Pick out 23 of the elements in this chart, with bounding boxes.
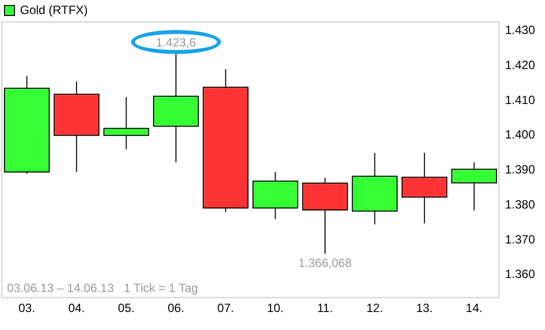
annotation: 1.366,068 [298,256,352,270]
legend-label: Gold (RTFX) [20,3,88,17]
y-tick-label: 1.380 [504,197,536,212]
y-tick-label: 1.390 [504,162,536,177]
y-tick-label: 1.370 [504,232,536,246]
x-tick-label: 12. [366,301,384,316]
x-tick-label: 13. [416,301,433,316]
annotation: 03.06.13 – 14.06.13 1 Tick = 1 Tag [7,280,198,295]
x-tick-label: 06. [168,301,184,316]
x-tick-label: 11. [317,301,333,316]
candlestick [103,96,150,150]
x-tick-label: 04. [68,301,85,316]
y-tick-label: 1.360 [504,267,536,282]
x-tick-label: 07. [217,301,234,316]
x-tick-label: 10. [266,301,284,316]
x-tick-label: 14. [466,301,482,316]
y-tick-label: 1.420 [504,58,536,72]
y-tick-label: 1.400 [504,128,536,142]
x-tick-label: 05. [118,301,135,316]
x-tick-label: 03. [18,301,36,316]
y-tick-label: 1.430 [504,23,536,38]
annotation: 1.423,6 [156,35,196,50]
y-tick-label: 1.410 [504,92,536,107]
